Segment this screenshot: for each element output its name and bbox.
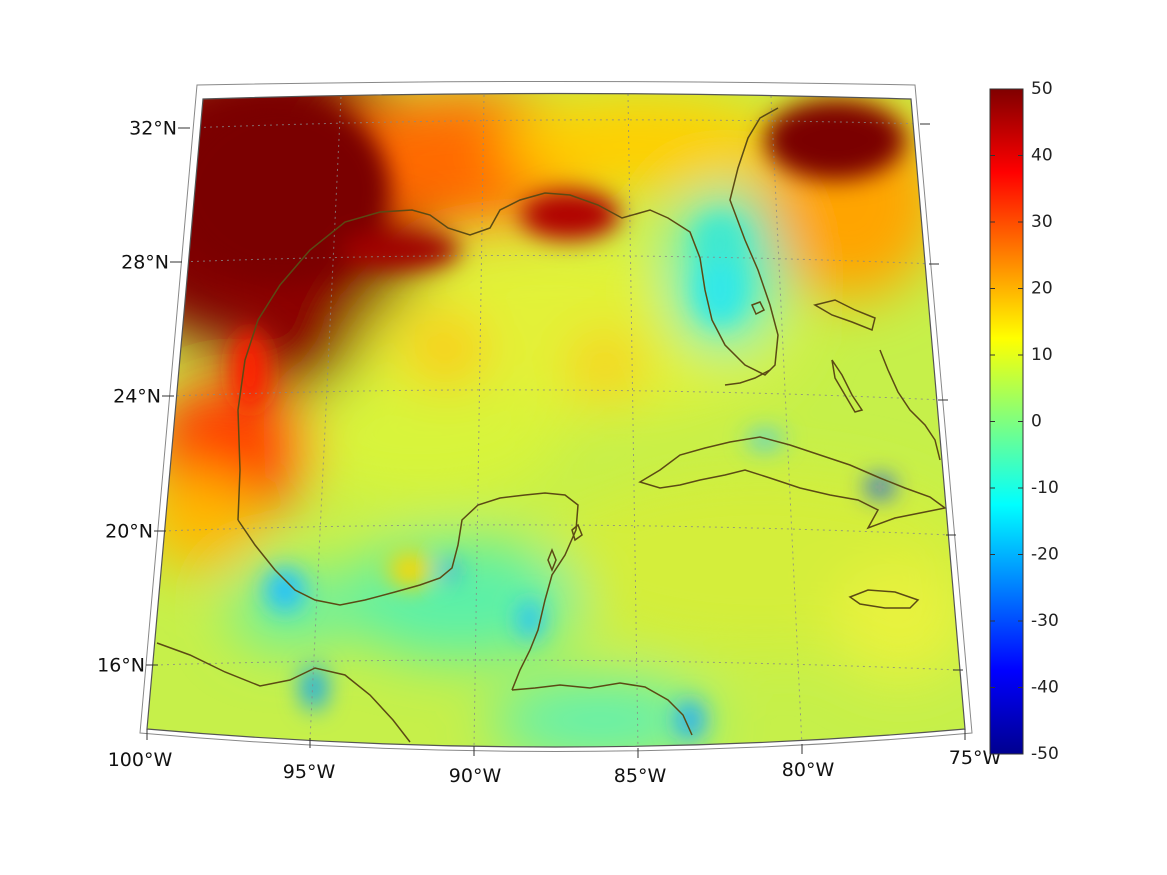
lat-label-16: 16°N (97, 655, 145, 677)
cuba (638, 436, 947, 530)
grid-lat-24 (170, 389, 944, 401)
colorbar-tick-label: 40 (1031, 146, 1053, 166)
bahamas-chain (879, 349, 941, 461)
colorbar-tick-label: 0 (1031, 412, 1042, 432)
graticule (154, 93, 959, 747)
bahamas-north (813, 299, 876, 332)
lat-label-28: 28°N (121, 252, 169, 274)
map-outer-frame (139, 81, 973, 752)
colorbar-tick-label: 50 (1031, 79, 1053, 99)
latitude-labels: 32°N 28°N 24°N 20°N 16°N (97, 118, 177, 677)
colorbar-tick-label: 10 (1031, 345, 1053, 365)
lat-label-20: 20°N (105, 521, 153, 543)
florida-keys (724, 369, 771, 386)
coastlines (156, 107, 947, 743)
lon-label-95: 95°W (283, 761, 336, 783)
colorbar-tick-label: -30 (1031, 611, 1059, 631)
lon-label-85: 85°W (614, 765, 667, 787)
colorbar-tick-label: -10 (1031, 478, 1059, 498)
lon-label-75: 75°W (949, 747, 1002, 769)
grid-lat-16 (154, 659, 959, 671)
colorbar-tick-label: 30 (1031, 212, 1053, 232)
grid-lon-85 (627, 93, 639, 747)
lat-label-24: 24°N (113, 386, 161, 408)
longitude-labels: 100°W 95°W 90°W 85°W 80°W 75°W (108, 747, 1002, 787)
lon-label-90: 90°W (449, 765, 502, 787)
grid-lon-90 (473, 94, 485, 747)
map-frame (146, 92, 966, 748)
colorbar-tick-label: 20 (1031, 279, 1053, 299)
grid-lon-80 (770, 95, 803, 747)
colorbar-ticks: 50 40 30 20 10 0 -10 -20 -30 -40 -50 (990, 79, 1059, 764)
colorbar-tick-label: -40 (1031, 678, 1059, 698)
lon-label-80: 80°W (782, 759, 835, 781)
colorbar-tick-label: -50 (1031, 744, 1059, 764)
cozumel (547, 547, 557, 573)
colorbar-tick-label: -20 (1031, 545, 1059, 565)
honduras-coast (511, 682, 693, 736)
jamaica (848, 589, 920, 609)
lon-label-100: 100°W (108, 749, 173, 771)
central-america-pacific-coast (156, 642, 411, 743)
lat-label-32: 32°N (129, 118, 177, 140)
gulf-coast (237, 107, 779, 521)
mexico-coast (237, 492, 579, 691)
tick-marks (146, 123, 966, 758)
lake-okeechobee (750, 301, 766, 316)
bahamas-andros (831, 359, 864, 413)
anomaly-field (147, 93, 965, 747)
colorbar: 50 40 30 20 10 0 -10 -20 -30 -40 -50 (989, 79, 1059, 764)
isla-mujeres (571, 523, 583, 542)
